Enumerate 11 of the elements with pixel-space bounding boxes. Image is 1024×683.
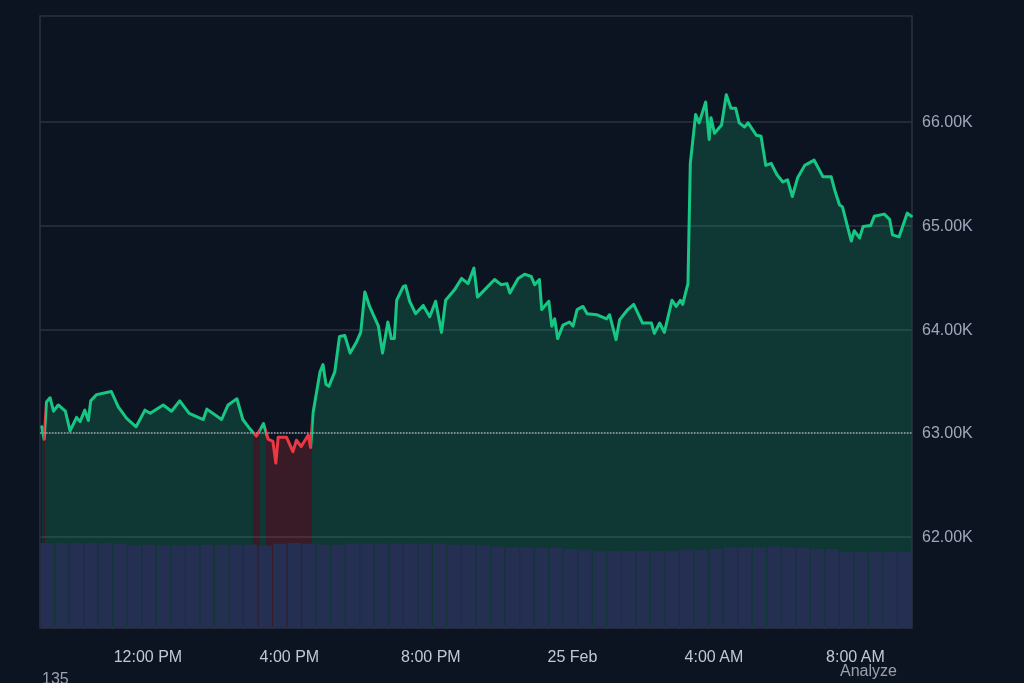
y-tick-label: 64.00K <box>922 320 974 338</box>
y-tick-label: 65.00K <box>922 217 974 235</box>
y-tick-label: 63.00K <box>922 424 974 442</box>
x-tick-label: 4:00 PM <box>259 647 320 665</box>
x-tick-label: 12:00 PM <box>113 647 183 665</box>
x-tick-label: 25 Feb <box>547 647 598 665</box>
x-tick-label: 4:00 AM <box>684 647 744 665</box>
x-tick-label: 8:00 PM <box>401 647 461 665</box>
text: 135 <box>42 669 69 683</box>
y-tick-label: 62.00K <box>922 528 974 546</box>
y-tick-label: 66.00K <box>922 113 974 131</box>
